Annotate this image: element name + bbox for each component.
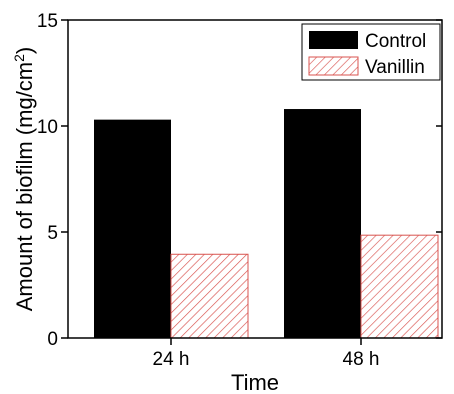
legend-label-vanillin: Vanillin (365, 57, 425, 78)
legend: Control Vanillin (301, 23, 441, 81)
x-tick-label: 24 h (153, 349, 190, 370)
y-axis-title-superscript: 2 (11, 54, 27, 62)
y-tick-label: 15 (37, 11, 58, 32)
x-axis-title: Time (231, 370, 279, 394)
y-tick-label: 0 (47, 329, 58, 350)
y-tick-label: 10 (37, 117, 58, 138)
bar-vanillin-48h (360, 234, 439, 339)
y-axis-title-main: Amount of biofilm (mg/cm (12, 62, 37, 311)
legend-swatch-control (309, 31, 358, 49)
y-axis-title: Amount of biofilm (mg/cm2) (11, 47, 37, 312)
bar-control-24h (94, 119, 171, 338)
bar-control-48h (284, 109, 361, 338)
y-axis-title-close: ) (12, 47, 37, 54)
y-tick-label: 5 (47, 223, 58, 244)
bars-group (94, 109, 439, 339)
plot-frame (67, 19, 443, 339)
legend-label-control: Control (365, 31, 426, 52)
x-tick-label: 48 h (343, 349, 380, 370)
bar-vanillin-24h (170, 253, 249, 339)
y-axis-ticks: 0 5 10 15 (37, 11, 442, 350)
legend-swatch-vanillin (308, 56, 359, 76)
x-axis-ticks: 24 h 48 h (153, 338, 380, 370)
